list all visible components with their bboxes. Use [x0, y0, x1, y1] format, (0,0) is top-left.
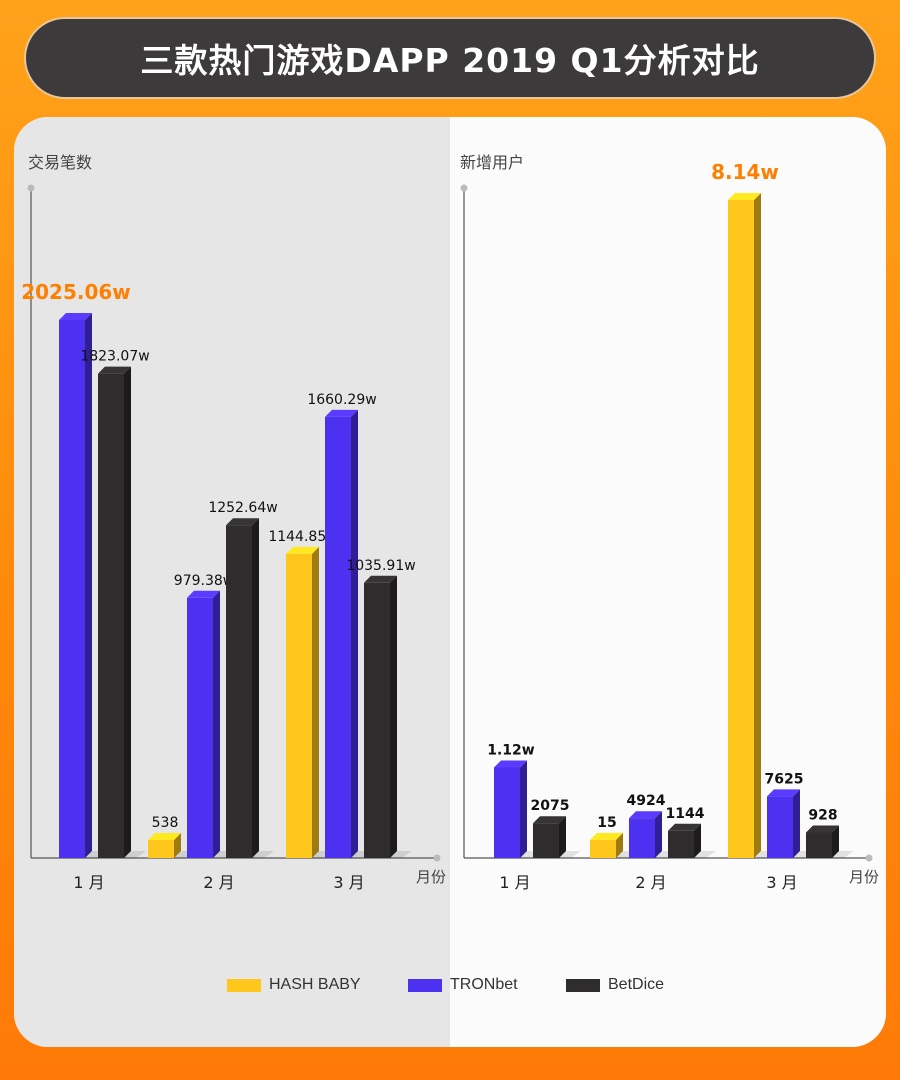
transactions-bar-betdice-2: [226, 525, 252, 858]
new-users-bar-hash-baby-3-value-label: 8.14w: [711, 160, 779, 184]
transactions-bar-betdice-3-shadow: [390, 851, 412, 858]
transactions-bar-betdice-2-shadow: [252, 851, 274, 858]
new-users-y-axis-dot: [460, 184, 468, 192]
legend-item-hash-baby: HASH BABY: [227, 965, 361, 1005]
transactions-bar-tronbet-3: [325, 416, 351, 858]
legend: HASH BABY TRONbet BetDice: [0, 965, 900, 1005]
transactions-bar-tronbet-3-side: [351, 409, 358, 858]
new-users-bar-betdice-3-side: [832, 825, 839, 858]
new-users-category-label: 1 月: [499, 873, 530, 892]
transactions-bar-hash-baby-3-value-label: 1144.85w: [268, 529, 337, 545]
transactions-x-axis-label: 月份: [416, 868, 446, 886]
new-users-bar-tronbet-2-value-label: 4924: [627, 793, 666, 809]
new-users-bar-tronbet-1: [494, 767, 520, 858]
transactions-bar-hash-baby-3-top: [286, 546, 319, 554]
new-users-bar-tronbet-3-side: [793, 789, 800, 858]
right-panel-background: [450, 117, 886, 1047]
transactions-bar-tronbet-1: [59, 320, 85, 858]
transactions-bar-tronbet-2-side: [213, 590, 220, 858]
new-users-bar-betdice-2: [668, 830, 694, 858]
transactions-bar-betdice-3-value-label: 1035.91w: [346, 558, 415, 574]
new-users-x-axis-label: 月份: [849, 868, 879, 886]
transactions-bar-tronbet-2-top: [187, 590, 220, 598]
transactions-bar-hash-baby-3: [286, 553, 312, 858]
new-users-bar-tronbet-2: [629, 818, 655, 858]
transactions-bar-hash-baby-2: [148, 839, 174, 858]
legend-swatch-hash-baby: [227, 978, 261, 992]
new-users-category-label: 2 月: [635, 873, 666, 892]
title-banner: 三款热门游戏DAPP 2019 Q1分析对比: [24, 17, 876, 99]
new-users-bar-hash-baby-2-top: [590, 832, 623, 840]
new-users-bar-tronbet-2-side: [655, 811, 662, 858]
new-users-bar-hash-baby-3-top: [728, 193, 761, 200]
new-users-bar-tronbet-1-top: [494, 760, 527, 768]
legend-label-hash-baby: HASH BABY: [269, 976, 361, 993]
transactions-category-label: 1 月: [73, 873, 104, 892]
transactions-bar-betdice-2-value-label: 1252.64w: [208, 500, 277, 516]
transactions-bar-betdice-1-side: [124, 366, 131, 858]
legend-label-betdice: BetDice: [608, 976, 665, 993]
new-users-category-label: 3 月: [766, 873, 797, 892]
new-users-bar-betdice-1-side: [559, 816, 566, 858]
new-users-bar-tronbet-3-value-label: 7625: [765, 771, 804, 787]
new-users-bar-hash-baby-3-side: [754, 193, 761, 858]
transactions-bar-betdice-3-top: [364, 575, 397, 583]
new-users-bar-betdice-1-top: [533, 816, 566, 824]
transactions-bar-betdice-2-top: [226, 518, 259, 526]
new-users-bar-betdice-2-value-label: 1144: [666, 806, 705, 822]
transactions-bar-tronbet-2-value-label: 979.38w: [174, 573, 234, 589]
transactions-y-axis-dot: [27, 184, 35, 192]
transactions-category-label: 3 月: [333, 873, 364, 892]
new-users-bar-tronbet-2-top: [629, 811, 662, 819]
legend-label-tronbet: TRONbet: [450, 976, 518, 993]
legend-item-tronbet: TRONbet: [408, 965, 518, 1005]
new-users-y-axis-label: 新增用户: [460, 153, 524, 172]
transactions-bar-betdice-2-side: [252, 518, 259, 858]
new-users-bar-betdice-3-shadow: [832, 851, 854, 858]
transactions-bar-hash-baby-2-value-label: 538: [152, 815, 179, 831]
new-users-bar-betdice-3-value-label: 928: [808, 807, 837, 823]
transactions-bar-hash-baby-2-side: [174, 832, 181, 858]
new-users-bar-tronbet-1-value-label: 1.12w: [487, 742, 535, 758]
new-users-x-axis-dot: [865, 854, 873, 862]
legend-swatch-tronbet: [408, 978, 442, 992]
transactions-bar-betdice-1: [98, 373, 124, 858]
transactions-bar-betdice-1-shadow: [124, 851, 146, 858]
new-users-bar-betdice-2-top: [668, 823, 701, 831]
transactions-bar-hash-baby-3-side: [312, 546, 319, 858]
transactions-bar-tronbet-1-side: [85, 313, 92, 858]
page-title: 三款热门游戏DAPP 2019 Q1分析对比: [140, 41, 760, 80]
new-users-bar-betdice-3-top: [806, 825, 839, 833]
new-users-bar-betdice-1: [533, 823, 559, 858]
new-users-bar-hash-baby-2-value-label: 15: [597, 815, 616, 831]
transactions-x-axis-dot: [433, 854, 441, 862]
transactions-y-axis-label: 交易笔数: [28, 153, 92, 172]
transactions-bar-tronbet-2: [187, 597, 213, 858]
transactions-bar-tronbet-3-value-label: 1660.29w: [307, 392, 376, 408]
new-users-bar-tronbet-3-top: [767, 789, 800, 797]
transactions-category-label: 2 月: [203, 873, 234, 892]
new-users-bar-betdice-2-side: [694, 823, 701, 858]
transactions-bar-hash-baby-2-top: [148, 832, 181, 840]
transactions-bar-betdice-3-side: [390, 575, 397, 858]
new-users-bar-tronbet-3: [767, 796, 793, 858]
transactions-bar-tronbet-1-top: [59, 313, 92, 320]
new-users-bar-betdice-1-value-label: 2075: [531, 798, 570, 814]
legend-item-betdice: BetDice: [566, 965, 664, 1005]
new-users-bar-betdice-2-shadow: [694, 851, 716, 858]
new-users-bar-hash-baby-2: [590, 839, 616, 858]
transactions-bar-betdice-1-value-label: 1823.07w: [80, 349, 149, 365]
transactions-bar-tronbet-3-top: [325, 409, 358, 417]
new-users-bar-tronbet-1-side: [520, 760, 527, 858]
new-users-bar-betdice-1-shadow: [559, 851, 581, 858]
transactions-bar-betdice-1-top: [98, 366, 131, 374]
new-users-bar-hash-baby-3: [728, 200, 754, 858]
legend-swatch-betdice: [566, 978, 600, 992]
new-users-bar-betdice-3: [806, 832, 832, 858]
transactions-bar-tronbet-1-value-label: 2025.06w: [21, 280, 131, 304]
new-users-bar-hash-baby-2-side: [616, 832, 623, 858]
transactions-bar-betdice-3: [364, 582, 390, 858]
